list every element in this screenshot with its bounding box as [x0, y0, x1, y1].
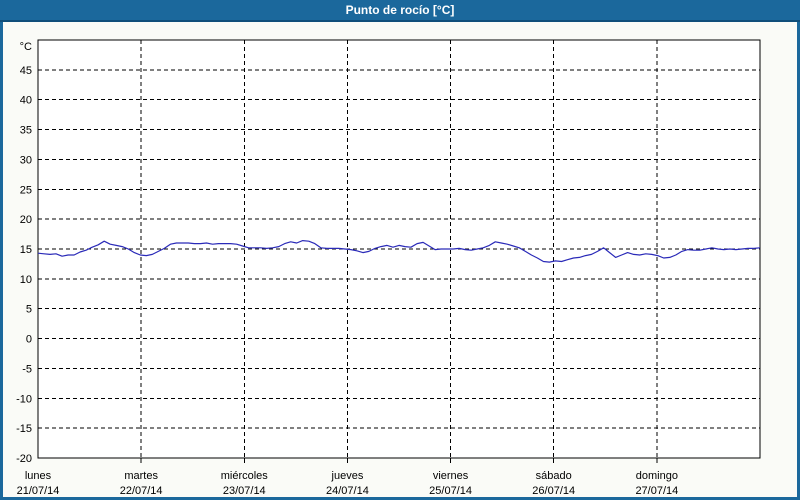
day-date-label: 25/07/14	[429, 485, 472, 497]
day-date-label: 22/07/14	[120, 485, 163, 497]
day-name-label: lunes	[25, 470, 52, 482]
y-unit-label: °C	[20, 41, 32, 53]
day-date-label: 27/07/14	[635, 485, 678, 497]
y-tick-label: 0	[26, 334, 32, 346]
series-line	[37, 240, 761, 263]
y-tick-label: -5	[22, 363, 32, 375]
y-tick-label: 15	[20, 244, 32, 256]
day-name-label: martes	[124, 470, 158, 482]
page-title: Punto de rocío [°C]	[345, 3, 455, 17]
y-tick-label: 35	[20, 125, 32, 137]
day-name-label: domingo	[636, 470, 678, 482]
day-name-label: miércoles	[221, 470, 269, 482]
title-bar: Punto de rocío [°C]	[0, 0, 800, 22]
day-date-label: 23/07/14	[223, 485, 266, 497]
y-tick-label: -10	[16, 393, 32, 405]
y-tick-label: 25	[20, 184, 32, 196]
day-name-label: viernes	[433, 470, 469, 482]
y-tick-label: -20	[16, 453, 32, 465]
plot-border	[37, 39, 761, 459]
day-date-label: 24/07/14	[326, 485, 369, 497]
day-name-label: sábado	[536, 470, 572, 482]
y-tick-label: 45	[20, 65, 32, 77]
y-tick-label: 10	[20, 274, 32, 286]
y-tick-label: -15	[16, 423, 32, 435]
y-tick-label: 5	[26, 304, 32, 316]
day-date-label: 26/07/14	[532, 485, 575, 497]
y-tick-label: 20	[20, 214, 32, 226]
y-tick-label: 40	[20, 95, 32, 107]
day-date-label: 21/07/14	[17, 485, 60, 497]
y-tick-label: 30	[20, 154, 32, 166]
day-name-label: jueves	[331, 470, 364, 482]
